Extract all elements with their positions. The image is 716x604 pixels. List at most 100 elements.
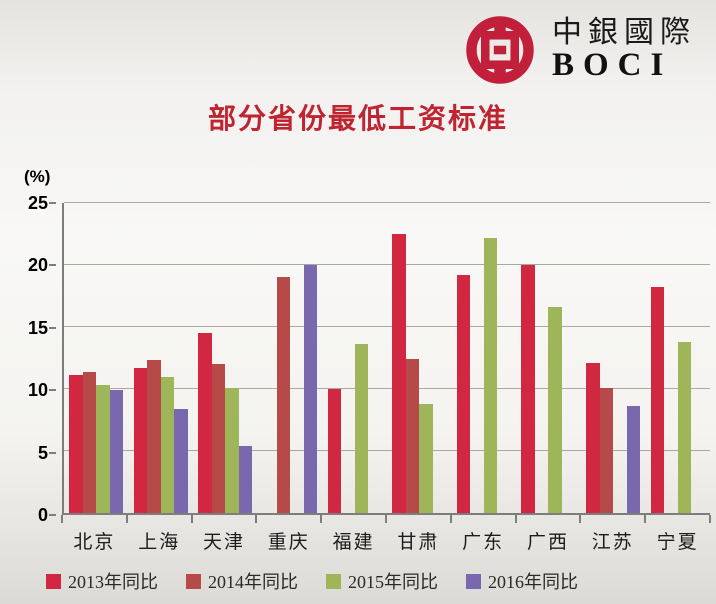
bar-2015年同比-福建-13.6 — [354, 344, 369, 513]
bar-2016年同比-上海-8.4 — [174, 408, 188, 513]
x-tick-mark-2 — [190, 515, 193, 523]
x-tick-mark-5 — [385, 515, 387, 523]
x-tick-label-北京: 北京 — [73, 532, 116, 553]
x-tick-mark-9 — [644, 515, 647, 523]
x-tick-label-天津: 天津 — [202, 532, 245, 553]
legend-item-2015: 2015年同比 — [326, 568, 438, 594]
x-tick-mark-8 — [579, 515, 582, 523]
legend-swatch-2013 — [46, 573, 61, 589]
boci-logo: 中銀國際 BOCI — [462, 12, 696, 88]
logo-wordmark: 中銀國際 BOCI — [552, 17, 696, 83]
legend: 2013年同比 2014年同比 2015年同比 2016年同比 — [46, 568, 686, 594]
bar-2015年同比-天津-10.1 — [225, 387, 239, 513]
bar-group-福建 — [322, 203, 387, 513]
bar-2013年同比-江苏-12.1 — [586, 362, 600, 513]
y-tick-mark-10 — [49, 389, 56, 392]
legend-swatch-2015 — [326, 573, 341, 589]
x-tick-mark-3 — [255, 515, 258, 523]
bar-group-重庆 — [258, 203, 323, 513]
y-tick-mark-0 — [49, 514, 56, 516]
y-tick-label-10: 10 — [27, 380, 48, 401]
bar-group-上海 — [129, 203, 194, 513]
bar-2013年同比-广东-19.2 — [456, 274, 471, 513]
plot-area — [62, 202, 710, 515]
gridline-10 — [64, 388, 710, 389]
bar-2013年同比-甘肃-22.5 — [392, 234, 406, 513]
bar-2015年同比-上海-11 — [160, 376, 175, 513]
x-tick-label-江苏: 江苏 — [591, 532, 634, 553]
y-tick-mark-25 — [49, 202, 56, 204]
bar-2013年同比-福建-10 — [327, 389, 342, 513]
bar-2014年同比-天津-12 — [211, 364, 226, 513]
gridline-20 — [64, 264, 710, 265]
x-tick-label-福建: 福建 — [332, 532, 375, 553]
x-axis-labels: 北京 上海 天津 重庆 福建 甘肃 广东 广西 江苏 宁夏 — [62, 527, 710, 554]
x-tick-mark-6 — [449, 515, 452, 523]
y-tick-label-25: 25 — [27, 193, 48, 213]
y-tick-mark-20 — [49, 264, 56, 267]
x-tick-mark-7 — [514, 515, 517, 523]
x-tick-label-广西: 广西 — [526, 532, 569, 553]
legend-swatch-2014 — [186, 573, 201, 589]
x-tick-mark-4 — [320, 515, 323, 523]
bar-2014年同比-甘肃-12.4 — [405, 359, 420, 513]
y-tick-label-15: 15 — [27, 317, 48, 338]
bar-group-广东 — [452, 203, 517, 513]
bar-2016年同比-北京-9.9 — [109, 390, 124, 513]
bar-2015年同比-甘肃-8.8 — [419, 403, 433, 513]
bar-2014年同比-重庆-19 — [276, 277, 291, 513]
bar-2014年同比-北京-11.4 — [82, 371, 97, 513]
legend-swatch-2016 — [466, 573, 481, 589]
bank-of-china-coin-icon — [466, 16, 534, 84]
legend-item-2016: 2016年同比 — [466, 568, 578, 594]
bar-2013年同比-宁夏-18.2 — [650, 287, 665, 513]
bar-2013年同比-广西-20 — [521, 265, 535, 513]
bar-group-北京 — [64, 203, 129, 513]
bar-groups — [64, 203, 710, 513]
y-axis-unit-label: (%) — [24, 167, 51, 186]
bar-2015年同比-广西-16.6 — [548, 307, 562, 513]
bar-2015年同比-北京-10.3 — [96, 385, 110, 513]
bar-group-宁夏 — [645, 203, 710, 513]
bar-2016年同比-天津-5.4 — [238, 446, 253, 513]
y-tick-label-5: 5 — [37, 442, 48, 463]
x-tick-mark-0 — [61, 515, 63, 523]
y-tick-label-20: 20 — [27, 255, 48, 276]
legend-item-2013: 2013年同比 — [46, 568, 158, 594]
y-axis-labels: 0 5 10 15 20 25 — [18, 194, 56, 524]
y-tick-mark-15 — [49, 326, 56, 329]
gridline-5 — [64, 450, 710, 451]
logo-chinese-name: 中銀國際 — [552, 15, 696, 49]
bar-group-广西 — [516, 203, 581, 513]
bar-2013年同比-上海-11.7 — [133, 367, 148, 513]
chart-title: 部分省份最低工资标准 — [207, 103, 508, 134]
gridline-15 — [64, 326, 710, 327]
bar-group-江苏 — [581, 203, 646, 513]
x-tick-label-甘肃: 甘肃 — [397, 532, 440, 553]
x-tick-label-广东: 广东 — [462, 532, 505, 553]
x-tick-mark-10 — [709, 515, 711, 523]
legend-label-2016: 2016年同比 — [488, 572, 578, 592]
x-tick-mark-1 — [125, 515, 128, 523]
bar-2013年同比-天津-14.5 — [198, 333, 212, 513]
y-tick-label-0: 0 — [37, 505, 48, 525]
gridline-25 — [64, 202, 710, 203]
legend-label-2014: 2014年同比 — [208, 572, 298, 592]
x-tick-label-重庆: 重庆 — [267, 532, 310, 553]
legend-item-2014: 2014年同比 — [186, 568, 298, 594]
bar-2014年同比-上海-12.3 — [147, 360, 161, 513]
bar-2014年同比-江苏-10.1 — [599, 387, 614, 513]
bar-2015年同比-广东-22.2 — [483, 237, 498, 513]
legend-label-2013: 2013年同比 — [68, 572, 158, 592]
bar-2015年同比-宁夏-13.8 — [677, 341, 692, 513]
legend-label-2015: 2015年同比 — [348, 572, 438, 592]
bar-group-甘肃 — [387, 203, 452, 513]
bar-2013年同比-北京-11.1 — [69, 375, 83, 513]
bar-2016年同比-江苏-8.6 — [626, 406, 641, 513]
bar-2016年同比-重庆-20 — [303, 265, 318, 513]
y-tick-mark-5 — [49, 451, 56, 454]
logo-english-name: BOCI — [552, 47, 673, 84]
x-tick-label-上海: 上海 — [138, 532, 181, 553]
bar-group-天津 — [193, 203, 258, 513]
